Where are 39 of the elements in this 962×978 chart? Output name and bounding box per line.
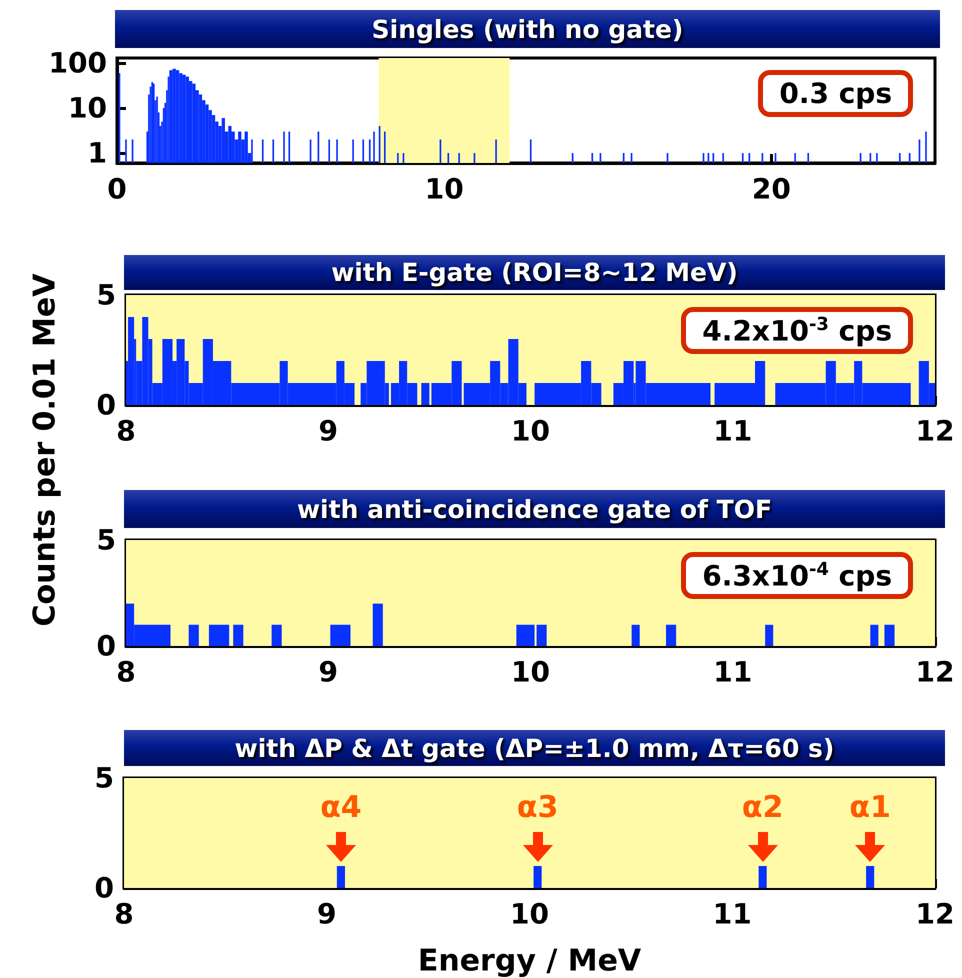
annotation: α2 <box>742 790 784 825</box>
annotation: α4 <box>320 790 362 825</box>
annotation: 6.3x10$^{-4}$ cps <box>681 552 913 600</box>
chart-title: with anti-coincidence gate of TOF <box>124 490 945 528</box>
x-tick-label: 12 <box>916 898 954 930</box>
x-tick-label: 11 <box>713 414 752 448</box>
x-tick-label: 12 <box>916 414 954 448</box>
y-tick-label: 5 <box>96 524 116 556</box>
annotation: α1 <box>849 790 891 825</box>
x-tick-label: 10 <box>511 414 550 448</box>
y-tick-label: 1 <box>88 136 107 170</box>
x-tick-label: 8 <box>116 656 136 688</box>
annotation: α3 <box>516 790 558 825</box>
x-tick-label: 12 <box>916 656 954 688</box>
x-axis-title: Energy / MeV <box>418 944 642 978</box>
x-tick-label: 11 <box>712 898 752 930</box>
x-tick-label: 10 <box>511 656 550 688</box>
annotation: 0.3 cps <box>758 70 913 117</box>
x-tick-label: 9 <box>317 898 336 930</box>
y-tick-label: 100 <box>48 46 107 80</box>
y-tick-label: 5 <box>94 762 114 794</box>
x-tick-label: 8 <box>116 414 136 448</box>
x-tick-label: 9 <box>318 414 338 448</box>
y-tick-label: 0 <box>94 872 114 904</box>
y-tick-label: 0 <box>96 630 116 662</box>
x-tick-label: 10 <box>424 172 464 206</box>
y-axis-title: Counts per 0.01 MeV <box>28 274 62 626</box>
y-tick-label: 5 <box>96 278 116 312</box>
x-tick-label: 10 <box>510 898 549 930</box>
y-tick-label: 0 <box>96 388 116 422</box>
x-tick-label: 9 <box>318 656 338 688</box>
y-tick-label: 10 <box>68 92 107 125</box>
x-tick-label: 8 <box>114 898 134 930</box>
x-tick-label: 20 <box>752 172 791 206</box>
chart-title: with E-gate (ROI=8~12 MeV) <box>124 255 945 290</box>
x-tick-label: 11 <box>713 656 752 688</box>
chart-title: with ΔP & Δt gate (ΔP=±1.0 mm, Δτ=60 s) <box>124 730 945 766</box>
annotation: 4.2x10$^{-3}$ cps <box>681 307 913 354</box>
chart-title: Singles (with no gate) <box>115 10 940 48</box>
